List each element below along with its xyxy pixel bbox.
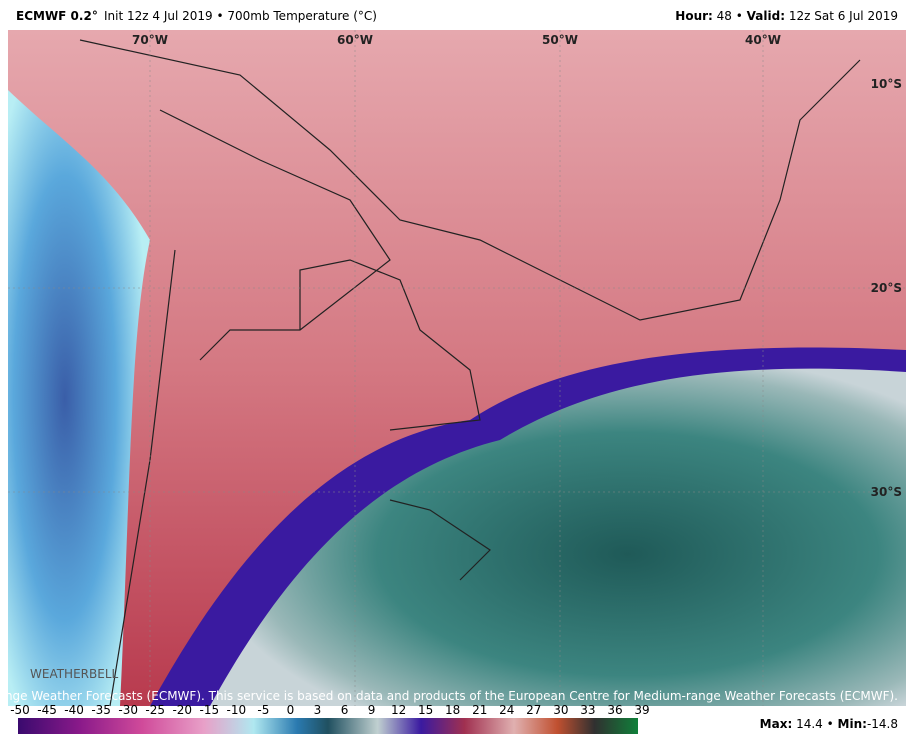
min: -14.8 — [867, 717, 898, 731]
colorbar — [18, 718, 638, 734]
colorbar-tick-label: 12 — [391, 703, 406, 717]
colorbar-tick-label: 6 — [341, 703, 349, 717]
colorbar-tick-label: -35 — [91, 703, 111, 717]
colorbar-tick-label: 27 — [526, 703, 541, 717]
colorbar-tick-label: 15 — [418, 703, 433, 717]
separator: • — [827, 717, 834, 731]
max-min: Max: 14.4 • Min:-14.8 — [760, 717, 898, 731]
colorbar-tick-label: -10 — [227, 703, 247, 717]
longitude-label: 60°W — [337, 33, 373, 47]
hour: 48 — [717, 9, 732, 23]
max: 14.4 — [796, 717, 823, 731]
longitude-label: 50°W — [542, 33, 578, 47]
longitude-label: 40°W — [745, 33, 781, 47]
min-label: Min: — [838, 717, 867, 731]
valid-info: Hour: 48 • Valid: 12z Sat 6 Jul 2019 — [675, 9, 898, 23]
colorbar-tick-label: 18 — [445, 703, 460, 717]
colorbar-tick-label: -45 — [37, 703, 57, 717]
cold-area-west — [8, 90, 150, 706]
copyright: © 2019 European Centre for Medium-range … — [0, 689, 898, 703]
valid: 12z Sat 6 Jul 2019 — [789, 9, 898, 23]
title-bold: ECMWF 0.2° — [16, 9, 98, 23]
latitude-label: 10°S — [871, 77, 902, 91]
colorbar-tick-label: 3 — [314, 703, 322, 717]
latitude-label: 30°S — [871, 485, 902, 499]
colorbar-tick-label: 21 — [472, 703, 487, 717]
colorbar-tick-label: -25 — [145, 703, 165, 717]
colorbar-tick-label: -5 — [257, 703, 269, 717]
colorbar-tick-label: 33 — [580, 703, 595, 717]
separator: • — [736, 9, 743, 23]
cold-area-south — [210, 368, 906, 706]
map — [8, 30, 906, 707]
colorbar-tick-label: 39 — [634, 703, 649, 717]
max-label: Max: — [760, 717, 793, 731]
colorbar-tick-label: -50 — [10, 703, 30, 717]
colorbar-tick-label: 0 — [287, 703, 295, 717]
colorbar-tick-label: -40 — [64, 703, 84, 717]
valid-label: Valid: — [747, 9, 785, 23]
colorbar-tick-label: 30 — [553, 703, 568, 717]
title: Init 12z 4 Jul 2019 • 700mb Temperature … — [104, 9, 377, 23]
colorbar-tick-label: -30 — [118, 703, 138, 717]
colorbar-tick-label: 36 — [607, 703, 622, 717]
logo: WEATHERBELL — [30, 667, 118, 681]
colorbar-tick-label: 24 — [499, 703, 514, 717]
longitude-label: 70°W — [132, 33, 168, 47]
colorbar-tick-label: 9 — [368, 703, 376, 717]
colorbar-tick-label: -15 — [199, 703, 219, 717]
latitude-label: 20°S — [871, 281, 902, 295]
hour-label: Hour: — [675, 9, 713, 23]
colorbar-tick-label: -20 — [172, 703, 192, 717]
